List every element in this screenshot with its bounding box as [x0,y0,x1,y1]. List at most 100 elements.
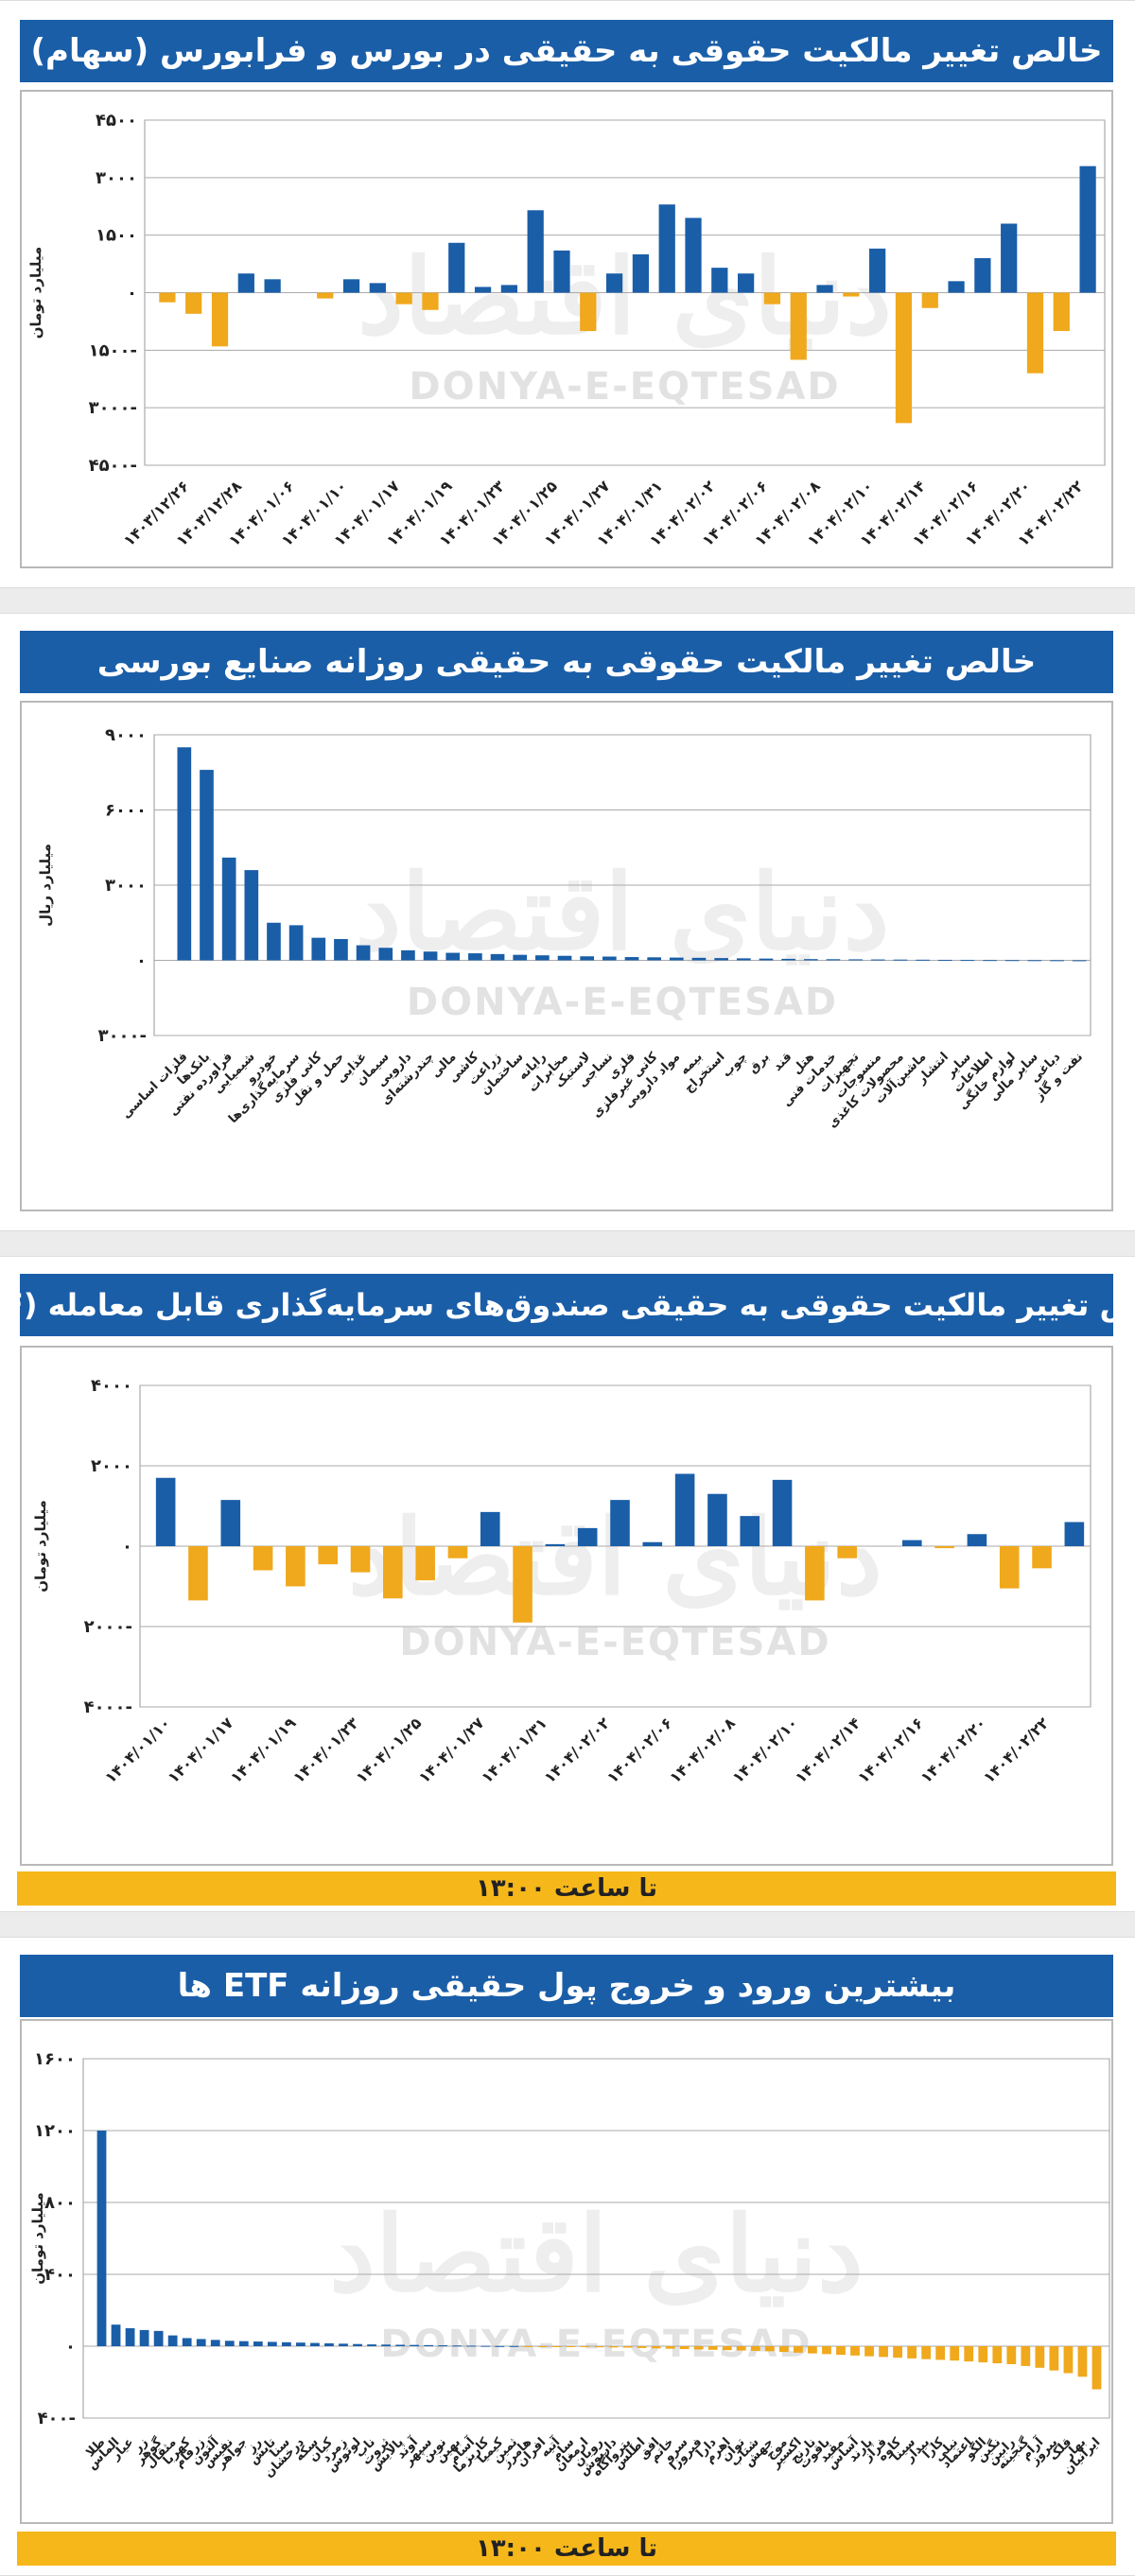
bar [937,959,952,961]
bar [111,2324,121,2346]
bar [647,957,661,961]
bar [182,2338,192,2346]
bar [781,958,795,961]
bar [674,1473,695,1546]
x-tick-label: ۱۴۰۴/۰۱/۲۵ [352,1714,425,1786]
bar [188,1546,208,1601]
bar [237,273,254,293]
bar [685,218,702,293]
y-tick-label: ۳۰۰۰ [105,876,147,896]
bar [474,287,492,293]
x-tick-label: ۱۴۰۴/۰۲/۱۰ [728,1714,801,1786]
chart-panel-1: خالص تغییر مالکیت حقوقی به حقیقی در بورس… [0,0,1135,588]
time-note-3: تا ساعت ۱۳:۰۰ [17,1871,1116,1906]
bar [740,1516,760,1546]
bar [893,2346,902,2358]
bar [848,959,863,961]
bar [826,959,841,961]
bar [527,210,544,293]
bar [253,1546,273,1571]
bar [1079,165,1096,293]
x-tick-label: ۱۴۰۴/۰۱/۲۳ [289,1714,362,1786]
y-tick-label: ۰ [122,1537,132,1557]
bar [452,2345,463,2347]
bar [1072,960,1087,962]
y-tick-label: ۳۰۰۰ [96,168,137,188]
bar [580,292,597,332]
bar [513,1546,533,1623]
bar [423,951,438,961]
bar [934,1546,954,1549]
bar [509,2345,519,2347]
x-tick-label: چوب [720,1050,750,1080]
bar [669,957,684,961]
bar [317,292,334,299]
bar [764,2346,775,2352]
bar [334,938,348,961]
bar [772,1479,793,1546]
bar [637,2346,647,2348]
watermark-latin: DONYA-E-EQTESAD [380,2323,812,2366]
y-tick-label: ۴۵۰۰- [89,456,137,476]
x-tick-label: ۱۴۰۴/۰۱/۱۰ [101,1714,174,1786]
y-tick-label: ۶۰۰۰ [105,801,147,821]
bar [967,1534,987,1546]
bar [736,2346,746,2351]
bar [125,2328,135,2346]
bar [902,1540,922,1546]
bar [551,2346,562,2347]
x-tick-label: ۱۴۰۴/۰۲/۲۰ [917,1714,989,1786]
bar [210,2340,220,2346]
bar [253,2341,263,2346]
bar [490,953,505,961]
bar [893,959,908,961]
bar [665,2346,675,2349]
bar [950,2346,960,2361]
bar [736,958,751,961]
bar [679,2346,690,2350]
bar [221,857,236,961]
chart-svg-2: دنیای اقتصاد DONYA-E-EQTESAD ۹۰۰۰ ۶۰۰۰ ۳۰۰۰ ۰… [37,725,1091,1131]
y-tick-label: ۸۰۰ [44,2193,76,2213]
chart-frame-1: دنیای اقتصاد DONYA-E-EQTESAD ۴۵۰۰ ۳۰۰۰ ۱۵۰۰ ۰… [20,90,1113,568]
bar [948,281,965,293]
bar [1004,960,1020,962]
bar [916,959,930,961]
y-tick-label: ۱۵۰۰ [96,226,137,246]
y-axis-label: میلیارد تومان [32,1500,49,1593]
chart-svg-1: دنیای اقتصادDONYA-E-EQTESAD۴۵۰۰۳۰۰۰۱۵۰۰۰… [27,111,1106,549]
y-tick-label: ۰ [136,951,147,971]
bar [535,955,550,961]
bar [220,1500,241,1546]
bar [545,1543,566,1546]
chart-frame-2: دنیای اقتصاد DONYA-E-EQTESAD ۹۰۰۰ ۶۰۰۰ ۳۰۰۰ ۰… [20,701,1113,1211]
y-tick-label: ۱۵۰۰- [89,340,137,360]
chart-svg-3: دنیای اقتصادDONYA-E-EQTESAD۴۰۰۰۲۰۰۰۰۲۰۰۰… [32,1376,1091,1786]
bar [369,283,386,293]
bar [836,2346,846,2356]
bar [622,2346,633,2348]
bar [763,292,781,305]
chart-title-2: خالص تغییر مالکیت حقوقی به حقیقی روزانه … [20,631,1113,693]
bar [211,292,229,347]
bar [707,2346,718,2350]
bar [608,2346,619,2348]
bar [310,2342,320,2346]
bar [281,2341,291,2346]
bar [224,2341,235,2346]
bar [577,1527,598,1546]
bar [500,285,517,293]
chart-title-1: خالص تغییر مالکیت حقوقی به حقیقی در بورس… [20,20,1113,82]
bar [822,2346,831,2355]
bar [935,2346,946,2360]
bar [1077,2346,1088,2377]
x-tick-label: ۱۴۰۴/۰۲/۰۲ [540,1714,613,1786]
bar [356,945,371,961]
bar [288,925,304,961]
chart-panel-2: خالص تغییر مالکیت حقوقی به حقیقی روزانه … [0,613,1135,1231]
bar [580,2346,590,2347]
bar [566,2346,576,2347]
bar [632,253,650,293]
bar [438,2345,448,2347]
bar [557,955,572,961]
